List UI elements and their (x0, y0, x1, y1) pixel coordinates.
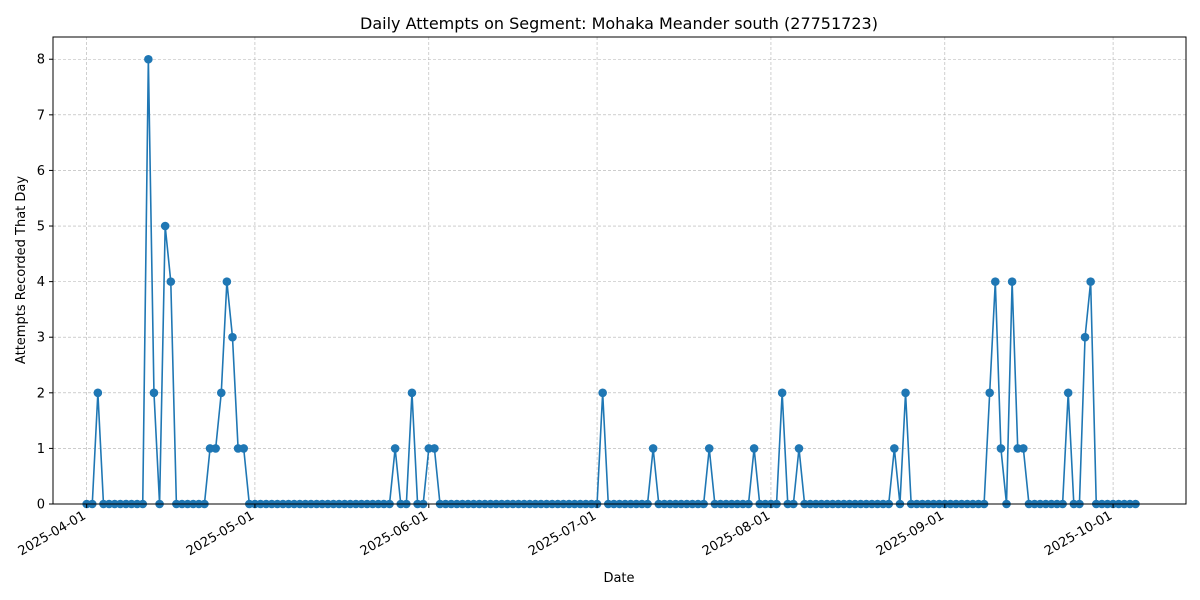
data-point (160, 221, 170, 231)
data-point (777, 388, 787, 398)
data-point (149, 388, 159, 398)
y-axis-label: Attempts Recorded That Day (14, 176, 29, 364)
x-tick-label: 2025-07-01 (526, 508, 599, 559)
y-tick-label: 5 (37, 220, 45, 235)
data-point (648, 444, 658, 453)
data-point (996, 444, 1006, 453)
y-tick-label: 3 (37, 331, 45, 346)
x-axis-label: Date (603, 571, 634, 586)
y-tick-label: 8 (37, 53, 45, 68)
data-point (794, 444, 804, 453)
x-tick-label: 2025-08-01 (700, 508, 773, 559)
data-point (1019, 444, 1028, 453)
data-point (704, 444, 714, 453)
data-point (93, 388, 103, 398)
data-point (901, 388, 910, 398)
data-point (390, 444, 400, 453)
y-tick-label: 6 (37, 164, 45, 179)
data-point (1080, 332, 1090, 342)
y-tick-label: 4 (37, 275, 45, 290)
data-point (598, 388, 607, 398)
data-point (430, 444, 439, 453)
data-point (216, 388, 226, 398)
x-tick-label: 2025-10-01 (1042, 508, 1115, 559)
data-point (1007, 277, 1017, 286)
data-point (1086, 277, 1095, 286)
y-axis-ticks: 0 1 2 3 4 5 6 7 8 (37, 53, 53, 513)
data-point (144, 54, 153, 64)
data-point (228, 332, 237, 342)
y-tick-label: 0 (37, 498, 45, 513)
data-point (991, 277, 1000, 286)
data-point (985, 388, 994, 398)
data-point (166, 277, 176, 286)
data-point (749, 444, 759, 453)
x-tick-label: 2025-06-01 (358, 508, 431, 559)
chart-title: Daily Attempts on Segment: Mohaka Meande… (360, 14, 878, 33)
data-point (222, 277, 232, 286)
data-point (407, 388, 417, 398)
x-tick-label: 2025-04-01 (16, 508, 89, 559)
y-tick-label: 7 (37, 108, 45, 123)
data-point (239, 444, 248, 453)
x-tick-label: 2025-09-01 (874, 508, 947, 559)
x-tick-label: 2025-05-01 (184, 508, 257, 559)
grid (53, 37, 1186, 505)
plot-area-frame (52, 36, 1187, 505)
y-tick-label: 1 (37, 442, 45, 457)
y-tick-label: 2 (37, 386, 45, 401)
data-point (890, 444, 899, 453)
x-axis-ticks: 2025-04-01 2025-05-01 2025-06-01 2025-07-01… (16, 504, 1115, 559)
data-point (211, 444, 220, 453)
data-point (1063, 388, 1073, 398)
